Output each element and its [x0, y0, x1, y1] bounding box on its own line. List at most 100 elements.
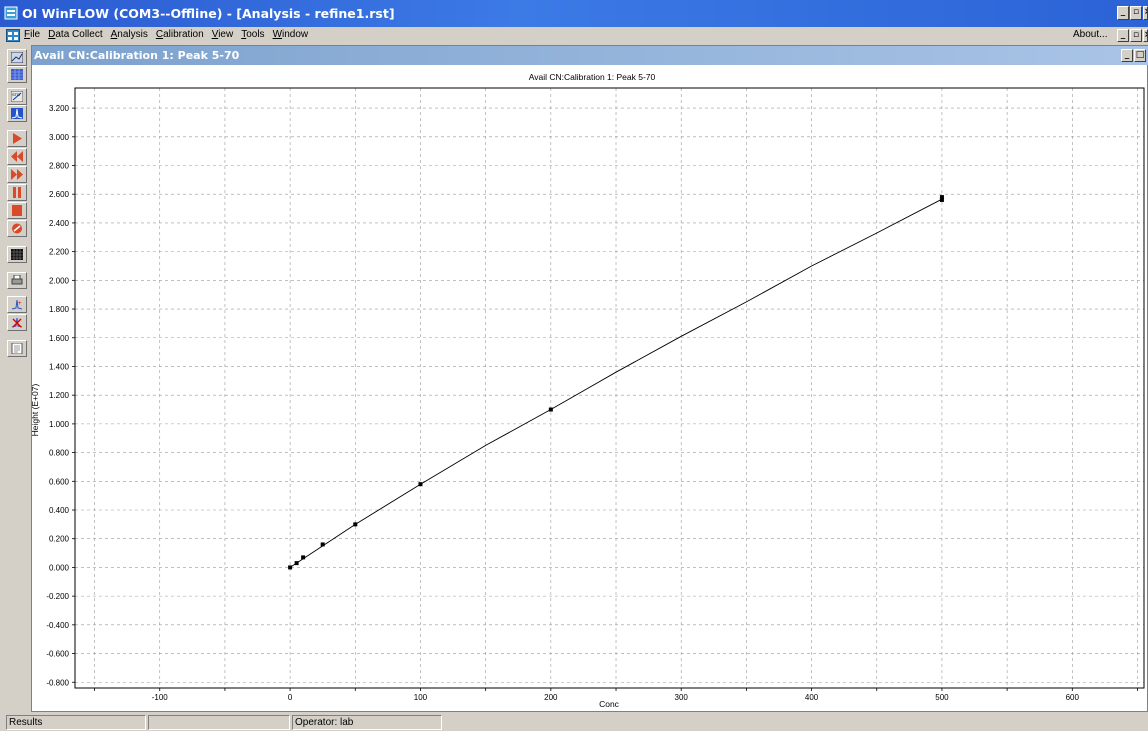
- menu-item[interactable]: Calibration: [155, 29, 204, 40]
- menu-item[interactable]: View: [211, 29, 234, 40]
- status-operator: Operator: lab: [292, 715, 442, 730]
- menu-item[interactable]: Window: [272, 29, 309, 40]
- add-peak-button[interactable]: +: [7, 296, 27, 313]
- about-menu[interactable]: About...: [1073, 29, 1108, 40]
- app-icon[interactable]: [4, 6, 18, 20]
- calibration-chart: Avail CN:Calibration 1: Peak 5-70 3.2003…: [32, 72, 1145, 709]
- plot-area-border: [74, 87, 1145, 689]
- y-tick-label: -0.800: [46, 678, 69, 687]
- y-tick-label: 1.600: [49, 334, 70, 343]
- data-point[interactable]: [939, 197, 944, 202]
- delete-peak-button[interactable]: [7, 314, 27, 331]
- x-axis-label: Conc: [599, 699, 620, 709]
- chart-button[interactable]: [7, 49, 27, 66]
- x-tick-label: 300: [675, 693, 689, 702]
- matrix-icon: [11, 249, 23, 260]
- y-axis-label: Height (E+07): [32, 383, 40, 436]
- pause-button[interactable]: [7, 184, 27, 201]
- menu-item[interactable]: File: [24, 29, 41, 40]
- y-tick-label: -0.400: [46, 621, 69, 630]
- play-icon: [13, 133, 22, 144]
- y-tick-label: 3.000: [49, 133, 70, 142]
- status-empty-pane: [148, 715, 290, 730]
- pause-icon: [13, 187, 21, 198]
- y-tick-label: 1.400: [49, 362, 70, 371]
- calibration-icon: STD: [11, 91, 23, 102]
- peak-icon: [11, 108, 23, 119]
- x-tick-label: 400: [805, 693, 819, 702]
- y-tick-label: 1.200: [49, 391, 70, 400]
- title-bar: OI WinFLOW (COM3--Offline) - [Analysis -…: [0, 0, 1148, 27]
- play-button[interactable]: [7, 130, 27, 147]
- y-tick-label: 2.400: [49, 219, 70, 228]
- chart-icon: [11, 52, 23, 63]
- data-point[interactable]: [294, 561, 299, 566]
- calibration-button[interactable]: STD: [7, 88, 27, 105]
- analysis-minimize-icon[interactable]: _: [1121, 49, 1133, 62]
- print-button[interactable]: [7, 272, 27, 289]
- y-tick-label: 2.600: [49, 190, 70, 199]
- y-tick-label: 0.600: [49, 477, 70, 486]
- analysis-window-title: Avail CN:Calibration 1: Peak 5-70: [34, 49, 240, 62]
- menu-item[interactable]: Data Collect: [48, 29, 103, 40]
- fast-forward-button[interactable]: [7, 166, 27, 183]
- y-tick-label: 2.000: [49, 276, 70, 285]
- x-tick-label: 600: [1066, 693, 1080, 702]
- report-button[interactable]: [7, 340, 27, 357]
- analysis-maximize-icon[interactable]: □: [1134, 49, 1146, 62]
- report-icon: [11, 343, 23, 354]
- x-tick-label: 100: [414, 693, 428, 702]
- x-axis-ticks: -100 0 100 200 300 400 500 600: [94, 688, 1138, 702]
- y-tick-label: 0.200: [49, 535, 70, 544]
- chart-grid: [75, 88, 1144, 688]
- y-tick-label: -0.600: [46, 650, 69, 659]
- close-icon[interactable]: ×: [1143, 6, 1148, 20]
- y-tick-label: 2.200: [49, 248, 70, 257]
- print-icon: [11, 275, 23, 285]
- menu-bar: File Data Collect Analysis Calibration View T…: [0, 27, 1148, 44]
- svg-text:+: +: [18, 301, 22, 307]
- x-tick-label: -100: [152, 693, 169, 702]
- child-restore-icon[interactable]: ▫: [1130, 29, 1142, 42]
- svg-text:STD: STD: [12, 92, 20, 97]
- menu-items: File Data Collect Analysis Calibration View T…: [24, 29, 308, 40]
- x-tick-label: 0: [288, 693, 293, 702]
- stop-icon: [12, 205, 22, 216]
- status-results: Results: [6, 715, 146, 730]
- calibration-curve: [289, 198, 943, 568]
- menu-item[interactable]: Analysis: [110, 29, 148, 40]
- data-point[interactable]: [301, 555, 306, 560]
- data-point[interactable]: [320, 542, 325, 547]
- cancel-button[interactable]: [7, 220, 27, 237]
- analysis-window-title-bar: Avail CN:Calibration 1: Peak 5-70 _ □: [32, 46, 1148, 65]
- minimize-icon[interactable]: _: [1117, 6, 1129, 20]
- calibration-points: [288, 195, 944, 570]
- rewind-icon: [11, 151, 23, 162]
- x-tick-label: 200: [544, 693, 558, 702]
- data-point[interactable]: [288, 565, 293, 570]
- matrix-button[interactable]: [7, 246, 27, 263]
- window-title: OI WinFLOW (COM3--Offline) - [Analysis -…: [22, 6, 395, 21]
- y-tick-label: 2.800: [49, 162, 70, 171]
- peak-button[interactable]: [7, 105, 27, 122]
- x-tick-label: 500: [935, 693, 949, 702]
- stop-button[interactable]: [7, 202, 27, 219]
- document-window-icon[interactable]: [6, 29, 20, 42]
- child-minimize-icon[interactable]: _: [1117, 29, 1129, 42]
- rewind-button[interactable]: [7, 148, 27, 165]
- menu-item[interactable]: Tools: [241, 29, 265, 40]
- grid-button[interactable]: [7, 66, 27, 83]
- data-point[interactable]: [418, 482, 423, 487]
- restore-icon[interactable]: ▫: [1130, 6, 1142, 20]
- fast-forward-icon: [11, 169, 23, 180]
- data-point[interactable]: [939, 195, 944, 200]
- analysis-window: Avail CN:Calibration 1: Peak 5-70 _ □ Av…: [31, 45, 1148, 712]
- y-tick-label: -0.200: [46, 592, 69, 601]
- y-axis-ticks: 3.200 3.000 2.800 2.600 2.400 2.200 2.000 1.800…: [46, 104, 75, 687]
- grid-icon: [11, 69, 23, 80]
- data-point[interactable]: [548, 407, 553, 412]
- data-point[interactable]: [353, 522, 358, 527]
- child-close-icon[interactable]: ×: [1143, 29, 1148, 42]
- y-tick-label: 0.400: [49, 506, 70, 515]
- y-tick-label: 1.800: [49, 305, 70, 314]
